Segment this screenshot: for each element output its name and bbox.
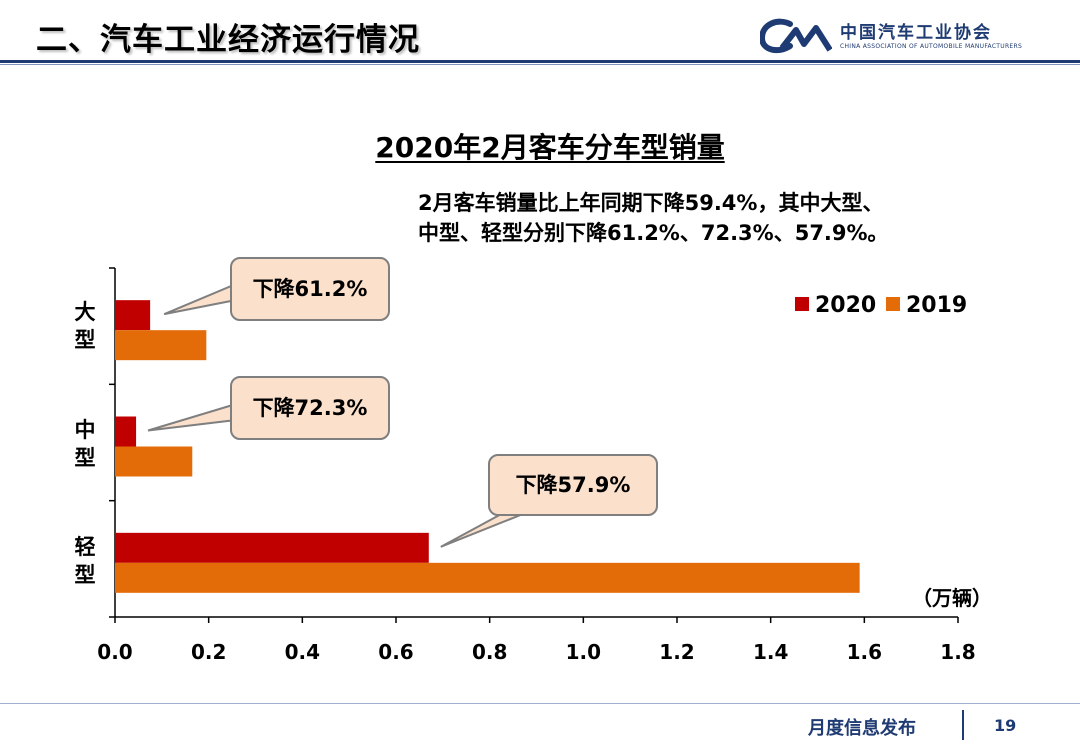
bar-2020-0 — [115, 300, 151, 331]
cam-logo-icon — [760, 18, 832, 54]
x-tick-label: 1.8 — [940, 640, 975, 664]
header-divider — [0, 60, 1080, 63]
legend-item-2020: 2020 — [795, 293, 876, 318]
x-tick-label: 1.4 — [753, 640, 788, 664]
legend-item-2019: 2019 — [886, 293, 967, 318]
logo-subtitle: CHINA ASSOCIATION OF AUTOMOBILE MANUFACT… — [840, 43, 1023, 50]
summary-note-line-1: 2月客车销量比上年同期下降59.4%，其中大型、 — [418, 191, 884, 215]
footer-divider — [0, 703, 1080, 704]
category-label-medium-char2: 型 — [74, 446, 96, 470]
callout-pointer-1 — [147, 402, 237, 432]
footer-text: 月度信息发布 — [808, 718, 916, 739]
x-tick-label: 0.2 — [191, 640, 226, 664]
x-tick-label: 0.4 — [285, 640, 320, 664]
x-tick-label: 1.2 — [659, 640, 694, 664]
category-label-large-char2: 型 — [74, 328, 96, 352]
unit-label: （万辆） — [912, 586, 992, 610]
bar-2020-2 — [115, 532, 429, 563]
summary-note: 2月客车销量比上年同期下降59.4%，其中大型、 中型、轻型分别下降61.2%、… — [418, 188, 889, 248]
callout-light: 下降57.9% — [488, 454, 658, 516]
callout-pointer-2 — [440, 511, 529, 548]
category-label-medium-char1: 中 — [74, 418, 96, 442]
footer-separator — [962, 710, 964, 740]
logo: 中国汽车工业协会 CHINA ASSOCIATION OF AUTOMOBILE… — [760, 14, 1060, 60]
category-label-light-char1: 轻 — [74, 535, 96, 559]
callout-pointer-0 — [163, 282, 237, 316]
x-tick-label: 0.0 — [97, 640, 132, 664]
header-divider-light — [0, 64, 1080, 65]
callout-large: 下降61.2% — [230, 257, 390, 321]
x-tick-label: 0.6 — [378, 640, 413, 664]
summary-note-line-2: 中型、轻型分别下降61.2%、72.3%、57.9%。 — [418, 221, 889, 245]
bar-2019-2 — [115, 562, 860, 593]
callout-medium: 下降72.3% — [230, 376, 390, 440]
chart-title: 2020年2月客车分车型销量 — [375, 131, 725, 164]
x-tick-label: 1.0 — [566, 640, 601, 664]
category-label-light: 轻 型 — [70, 533, 100, 589]
x-tick-label: 0.8 — [472, 640, 507, 664]
legend-label-2020: 2020 — [815, 293, 877, 318]
page-number: 19 — [994, 716, 1017, 735]
category-label-medium: 中 型 — [70, 416, 100, 472]
bar-2020-1 — [115, 416, 137, 447]
legend-swatch-2020 — [795, 297, 809, 311]
logo-name: 中国汽车工业协会 — [840, 23, 992, 43]
page-title: 二、汽车工业经济运行情况 — [36, 22, 420, 58]
category-label-large: 大 型 — [70, 298, 100, 354]
x-tick-label: 1.6 — [847, 640, 882, 664]
bar-2019-0 — [115, 330, 207, 361]
category-label-light-char2: 型 — [74, 563, 96, 587]
legend-label-2019: 2019 — [906, 293, 968, 318]
bar-2019-1 — [115, 446, 193, 477]
category-label-large-char1: 大 — [74, 300, 96, 324]
legend-swatch-2019 — [886, 297, 900, 311]
